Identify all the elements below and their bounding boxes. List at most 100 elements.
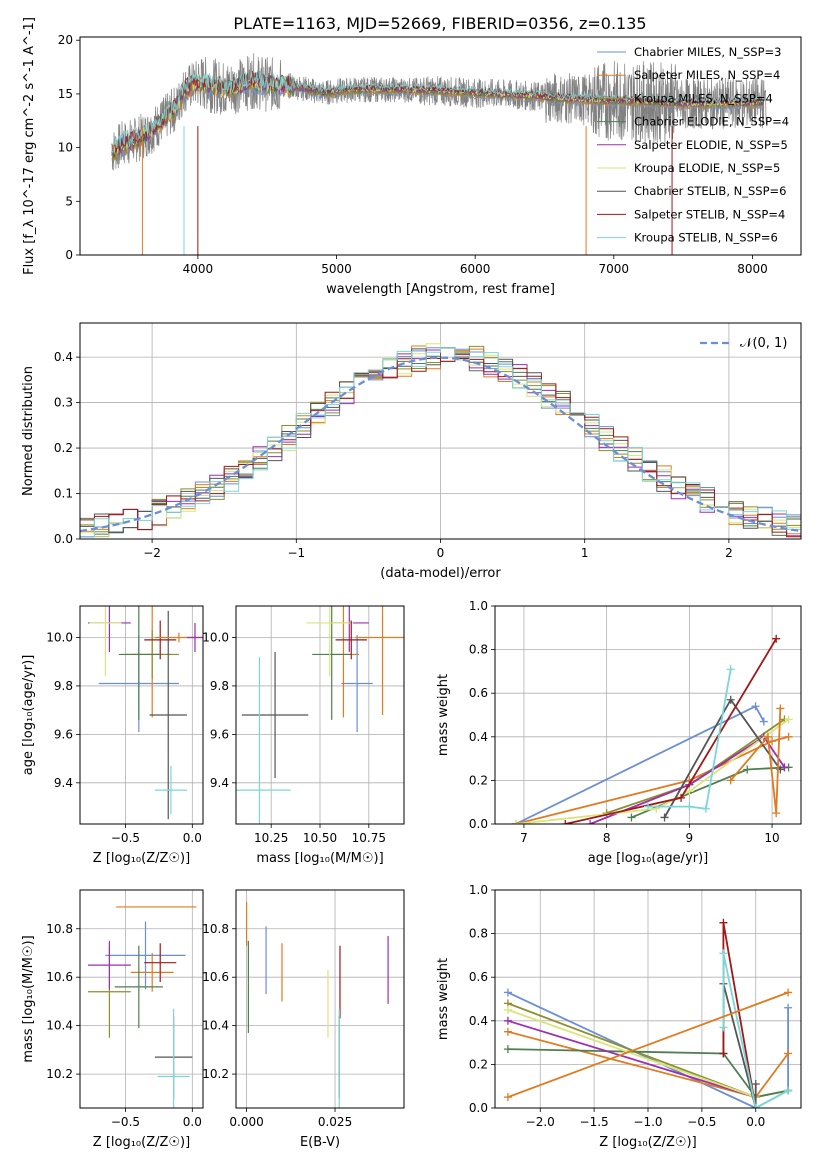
mass-vs-EBV-ytick-label: 10.2 [202,1067,229,1081]
weight-vs-age-marker [759,717,768,726]
weight-vs-Z-plot-area [503,918,793,1108]
age-vs-mass-point [306,606,354,677]
weight-vs-age-marker [586,820,595,824]
weight-vs-age-ytick-label: 1.0 [469,599,488,613]
weight-vs-age-xtick-label: 10 [764,831,779,845]
spectrum-legend: Chabrier MILES, N_SSP=3 Salpeter MILES, N… [597,45,789,245]
residuals-xtick-label: −2 [143,546,161,560]
age-vs-Z-ylabel: age [log₁₀(age/yr)] [21,655,36,776]
weight-vs-Z-series-line [507,1048,789,1099]
weight-vs-age-series-line [565,638,777,824]
mass-vs-Z-point [157,1008,190,1108]
age-vs-mass-point [312,606,352,720]
legend-entry: Chabrier MILES, N_SSP=3 [634,45,781,59]
age-vs-mass-point [341,635,373,732]
weight-vs-age-series-line [589,735,786,824]
age-vs-Z-point [118,606,159,720]
age-vs-mass-panel: 10.25 10.50 10.75 9.4 9.6 9.8 10.0 mass [log₁₀(… [202,605,405,866]
mass-vs-Z-xlabel: Z [log₁₀(Z/Z☉)] [93,1135,190,1150]
gaussian-legend-label: 𝒩(0, 1) [740,336,787,351]
weight-vs-age-marker [784,715,793,724]
mass-vs-Z-point [105,921,186,990]
weight-vs-Z-series-line [507,1009,756,1098]
residuals-ylabel: Normed distribution [21,366,36,496]
spectrum-frame [79,36,802,256]
mass-vs-EBV-xtick-label: 0.025 [318,1115,352,1129]
weight-vs-age-marker [726,665,735,674]
spectrum-ytick-label: 0 [65,248,73,262]
weight-vs-Z-marker [784,1049,793,1058]
weight-vs-age-marker [772,809,781,818]
spectrum-xtick-label: 6000 [460,262,491,276]
weight-vs-Z-xtick-label: −0.5 [687,1115,716,1129]
mass-vs-EBV-xtick-label: 0.000 [229,1115,263,1129]
age-vs-Z-point [89,606,122,677]
weight-vs-Z-series-line [507,991,789,1098]
residuals-plot-area [80,343,801,538]
weight-vs-age-marker [784,732,793,741]
mass-vs-Z-panel: −0.5 0.0 10.2 10.4 10.6 10.8 Z [log₁₀(Z/Z☉)] ma… [21,889,204,1150]
age-vs-Z-panel: −0.5 0.0 9.4 9.6 9.8 10.0 Z [log₁₀(Z/Z☉)] age [… [21,605,204,866]
weight-vs-Z-marker [503,1093,512,1102]
residuals-frame [79,322,802,540]
mass-vs-Z-point [144,943,177,983]
mass-vs-Z-ylabel: mass [log₁₀(M/M☉)] [21,935,36,1062]
weight-vs-Z-marker [503,1005,512,1014]
age-vs-mass-ytick-label: 9.4 [210,776,229,790]
weight-vs-Z-marker [503,988,512,997]
spectrum-xlabel: wavelength [Angstrom, rest frame] [326,282,555,297]
weight-vs-Z-ytick-label: 0.8 [469,927,488,941]
weight-vs-age-frame [494,605,802,825]
legend-entry: Salpeter MILES, N_SSP=4 [634,68,780,82]
mass-vs-EBV-panel: 0.000 0.025 10.2 10.4 10.6 10.8 E(B-V) [202,889,405,1150]
weight-vs-Z-marker [784,1003,793,1012]
legend-entry: Kroupa MILES, N_SSP=4 [634,91,773,105]
spectrum-ylabel: Flux [f_λ 10^-17 erg cm^-2 s^-1 A^-1] [22,17,37,275]
spectrum-model-line [111,70,764,154]
weight-vs-age-series-line [648,669,732,810]
residuals-xtick-label: 0 [437,546,445,560]
mass-vs-EBV-xlabel: E(B-V) [300,1135,340,1150]
age-vs-mass-xtick-label: 10.50 [303,831,337,845]
weight-vs-age-marker [627,813,636,822]
spectrum-xtick-label: 7000 [599,262,630,276]
weight-vs-age-ytick-label: 0.6 [469,686,488,700]
legend-entry: Chabrier ELODIE, N_SSP=4 [634,115,789,129]
weight-vs-Z-marker [503,1027,512,1036]
weight-vs-age-marker [677,793,686,802]
mass-vs-Z-frame [79,889,204,1109]
mass-vs-Z-ytick-label: 10.8 [46,922,73,936]
weight-vs-age-marker [685,787,694,796]
weight-vs-Z-marker [784,1086,793,1095]
weight-vs-age-ytick-label: 0.0 [469,817,488,831]
spectrum-ytick-label: 15 [58,87,73,101]
spectrum-ytick-label: 20 [58,33,73,47]
weight-vs-age-ytick-label: 0.2 [469,773,488,787]
legend-entry: Salpeter STELIB, N_SSP=4 [634,207,785,221]
weight-vs-Z-ytick-label: 0.6 [469,970,488,984]
age-vs-Z-plot-area [88,606,203,820]
weight-vs-Z-marker [719,918,728,927]
mass-vs-EBV-ytick-label: 10.4 [202,1019,229,1033]
weight-vs-age-marker [763,732,772,741]
legend-entry: Chabrier STELIB, N_SSP=6 [634,184,786,198]
mass-vs-Z-ytick-label: 10.6 [46,970,73,984]
age-vs-Z-ytick-label: 10.0 [46,630,73,644]
mass-vs-Z-plot-area [88,906,197,1108]
weight-vs-Z-marker [784,988,793,997]
weight-vs-age-ytick-label: 0.8 [469,643,488,657]
weight-vs-age-marker [685,802,694,811]
weight-vs-age-marker [768,737,777,746]
weight-vs-age-series-line [631,766,789,819]
legend-entry: Kroupa STELIB, N_SSP=6 [634,231,778,245]
mass-vs-Z-xtick-label: −0.5 [111,1115,140,1129]
weight-vs-age-xtick-label: 7 [520,831,528,845]
weight-vs-Z-xtick-label: −1.0 [633,1115,662,1129]
weight-vs-Z-ytick-label: 1.0 [469,883,488,897]
weight-vs-Z-series-line [722,953,789,1108]
age-vs-mass-ytick-label: 9.6 [210,727,229,741]
weight-vs-Z-panel: −2.0 −1.5 −1.0 −0.5 0.0 0.0 0.2 0.4 0.6 0.8 1.0 Z [… [436,883,802,1150]
age-vs-mass-point [236,656,291,824]
residuals-xtick-label: −1 [287,546,305,560]
